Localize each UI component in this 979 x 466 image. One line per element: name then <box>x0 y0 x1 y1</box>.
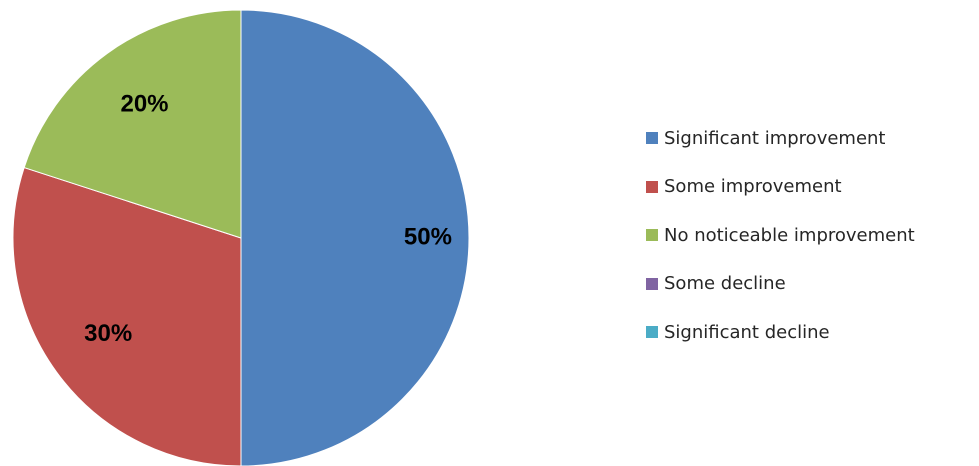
pie-slice-some-improvement <box>12 166 242 466</box>
slice-data-label: 50% <box>404 223 452 250</box>
pie-slice-no-noticeable-improvement <box>23 9 242 239</box>
legend-item-significant-improvement: Significant improvement <box>646 126 915 150</box>
chart-legend: Significant improvement Some improvement… <box>646 126 915 369</box>
legend-swatch <box>646 326 658 338</box>
legend-item-no-noticeable-improvement: No noticeable improvement <box>646 223 915 247</box>
legend-item-some-improvement: Some improvement <box>646 175 915 199</box>
legend-item-some-decline: Some decline <box>646 272 915 296</box>
legend-label: No noticeable improvement <box>664 224 915 246</box>
legend-label: Some improvement <box>664 176 842 197</box>
pie-slice-significant-improvement <box>240 9 470 466</box>
legend-label: Some decline <box>664 273 786 294</box>
legend-swatch <box>646 229 658 241</box>
legend-swatch <box>646 277 658 290</box>
legend-swatch <box>646 180 658 193</box>
legend-item-significant-decline: Significant decline <box>646 320 915 344</box>
legend-swatch <box>646 132 658 144</box>
slice-data-label: 20% <box>120 91 168 118</box>
legend-label: Significant improvement <box>664 127 886 149</box>
legend-label: Significant decline <box>664 321 830 343</box>
slice-data-label: 30% <box>84 320 132 347</box>
